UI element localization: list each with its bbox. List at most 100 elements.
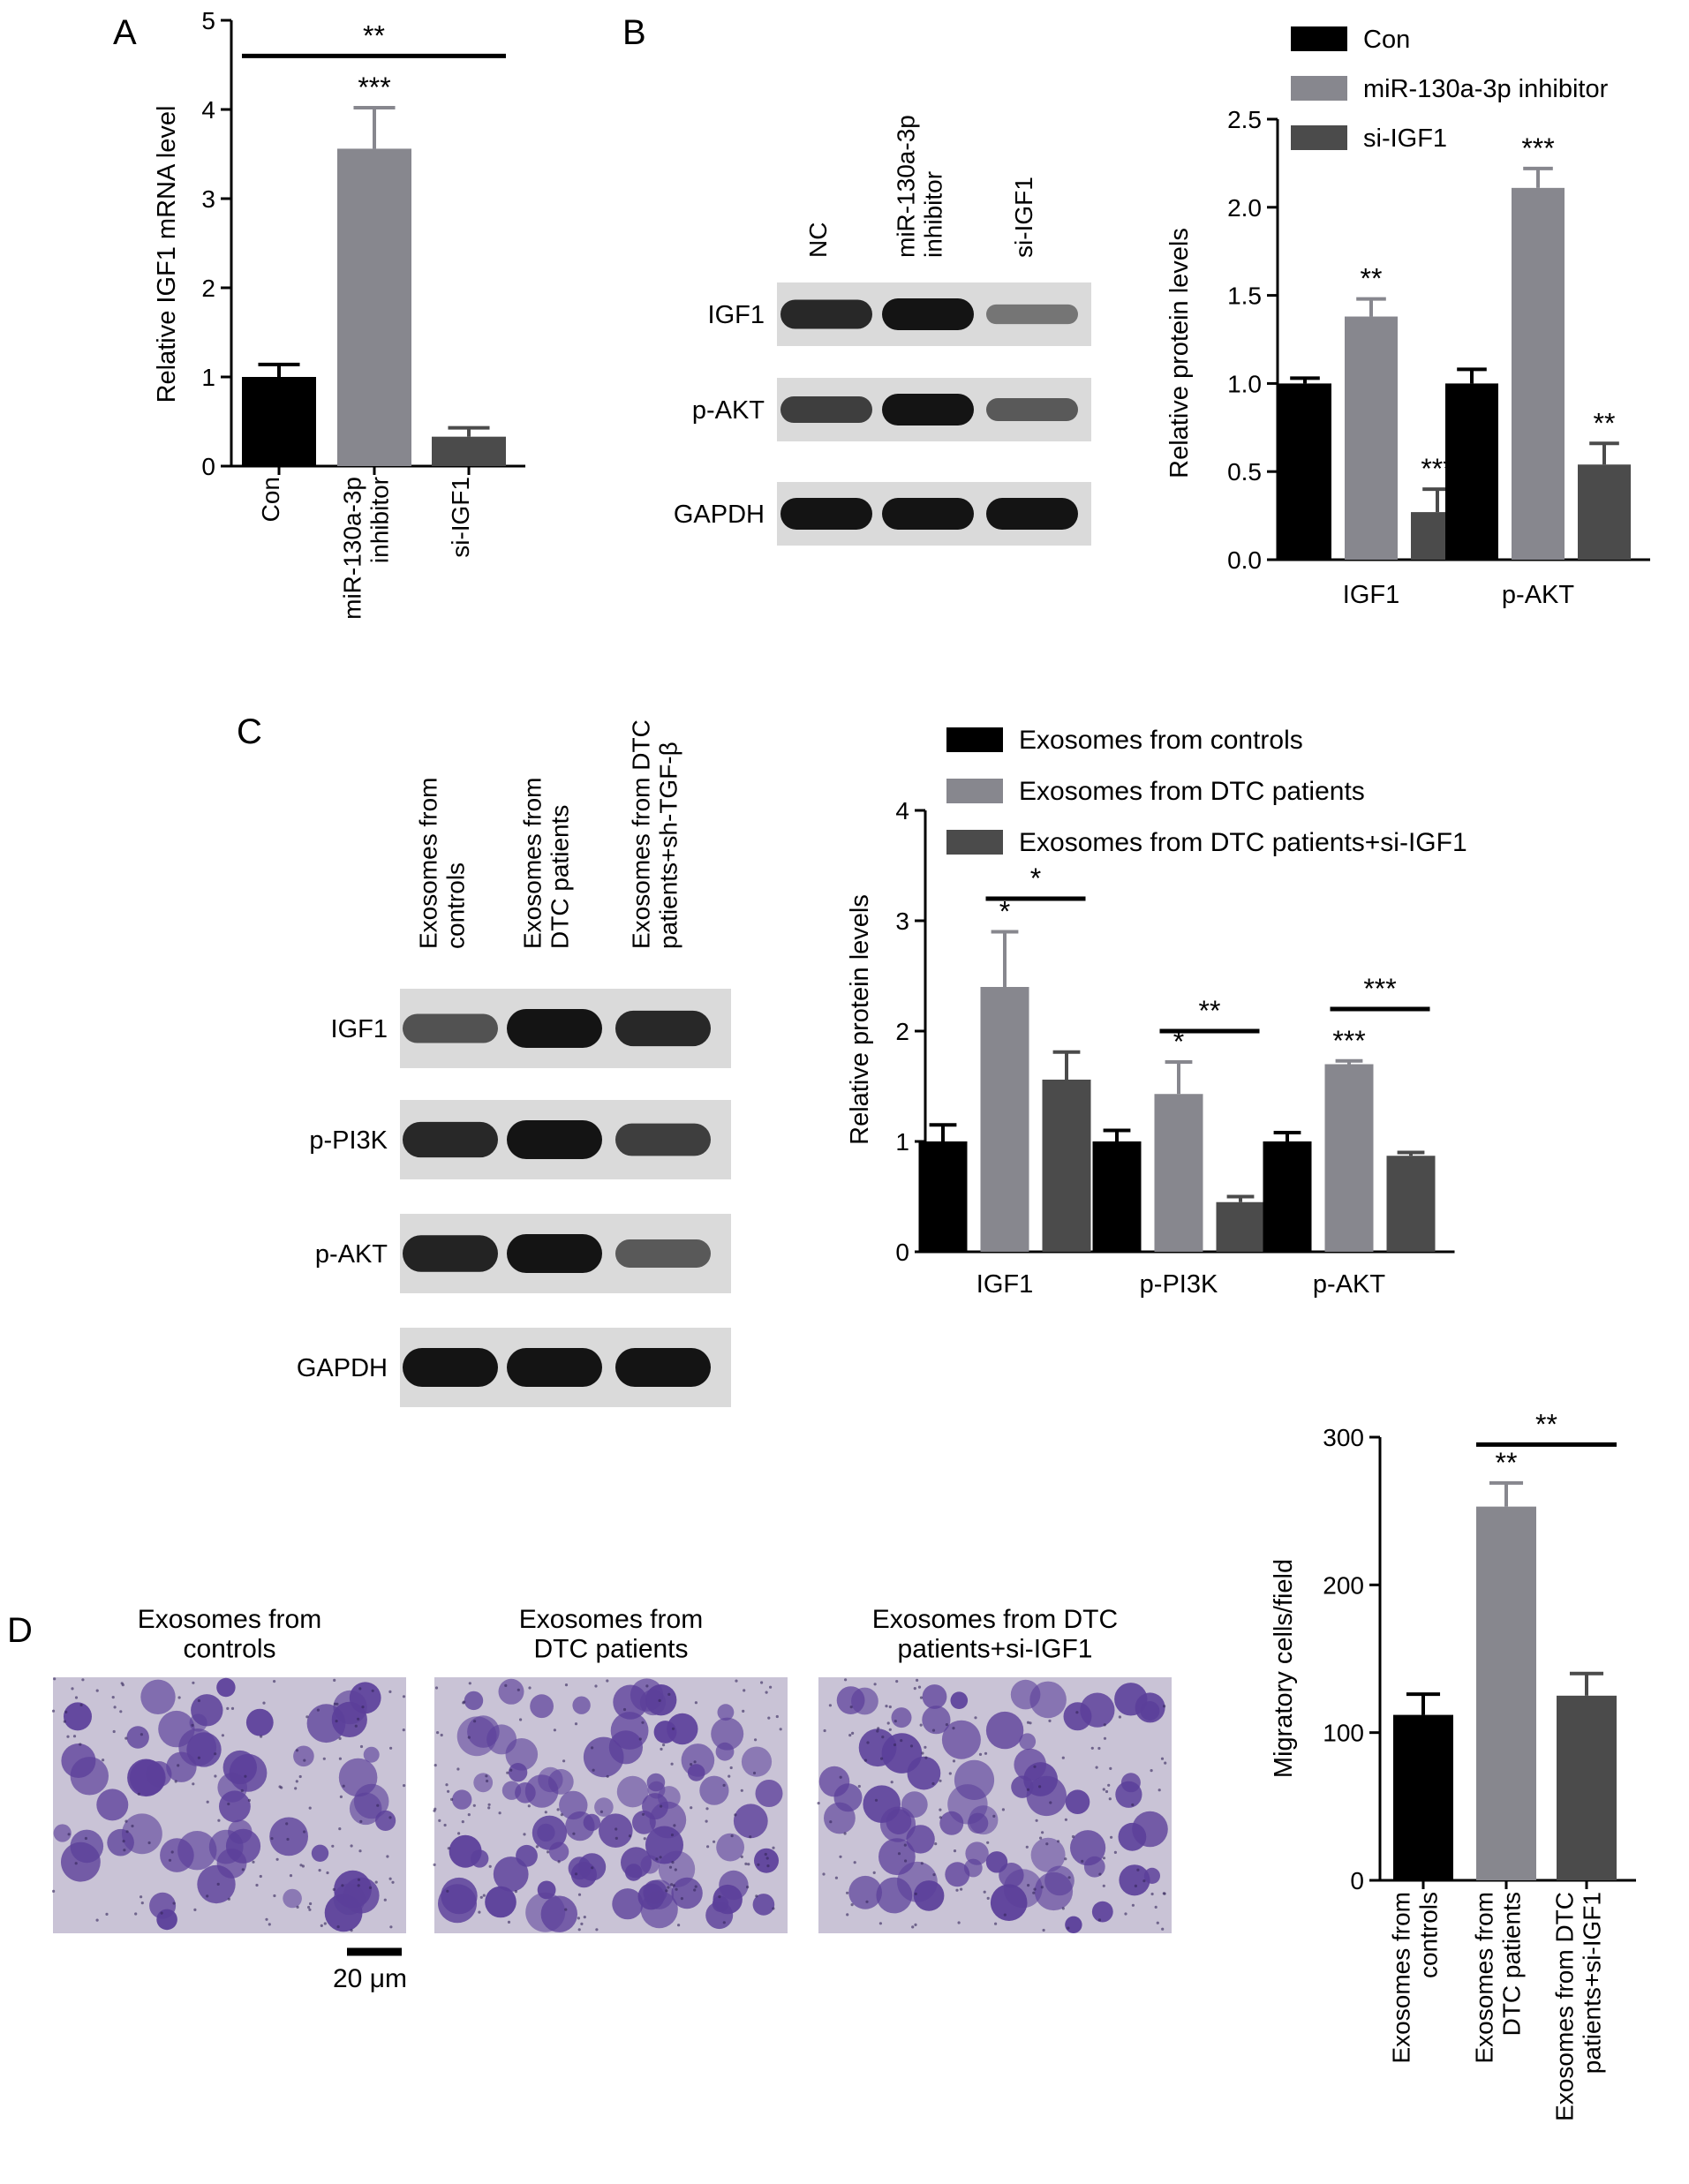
micrograph-3: Exosomes from DTC patients+si-IGF1 xyxy=(817,1605,1172,1933)
membrane-pore xyxy=(690,1806,693,1810)
stained-cell xyxy=(907,1756,941,1790)
bar-0-1 xyxy=(980,987,1029,1252)
y-axis-label: Relative protein levels xyxy=(1165,228,1194,478)
membrane-pore xyxy=(740,1789,743,1792)
membrane-pore xyxy=(713,1840,716,1843)
y-tick-label: 3 xyxy=(201,185,215,213)
membrane-pore xyxy=(690,1763,693,1766)
membrane-pore xyxy=(1041,1831,1044,1834)
membrane-pore xyxy=(881,1736,885,1739)
membrane-pore xyxy=(84,1836,87,1841)
membrane-pore xyxy=(308,1806,312,1810)
blot-lane-label: Exosomes fromcontrols xyxy=(414,778,469,950)
y-tick-label: 2.0 xyxy=(1227,194,1262,222)
membrane-pore xyxy=(888,1728,892,1731)
membrane-pore xyxy=(746,1886,750,1889)
membrane-pore xyxy=(467,1736,471,1739)
membrane-pore xyxy=(983,1890,986,1894)
membrane-pore xyxy=(336,1925,340,1929)
legend-entry: miR-130a-3p inhibitor xyxy=(1363,75,1609,103)
stained-cell xyxy=(229,1753,268,1792)
membrane-pore xyxy=(1103,1723,1106,1727)
blot-band xyxy=(986,397,1078,422)
membrane-pore xyxy=(660,1747,663,1751)
membrane-pore xyxy=(939,1779,942,1782)
membrane-pore xyxy=(140,1902,144,1905)
membrane-pore xyxy=(667,1886,670,1889)
membrane-pore xyxy=(572,1832,576,1835)
membrane-pore xyxy=(921,1751,924,1755)
bar-0 xyxy=(1393,1714,1453,1880)
blot-band xyxy=(615,1348,711,1387)
membrane-pore xyxy=(769,1685,773,1689)
micrograph-1: Exosomes from controls xyxy=(51,1605,406,1933)
stained-cell xyxy=(645,1684,677,1716)
stained-cell xyxy=(1115,1781,1142,1808)
membrane-pore xyxy=(674,1868,677,1871)
membrane-pore xyxy=(1110,1835,1113,1839)
membrane-pore xyxy=(643,1837,646,1841)
stained-cell xyxy=(1083,1856,1105,1878)
legend-swatch xyxy=(1291,76,1347,101)
membrane-pore xyxy=(270,1837,274,1841)
stained-cell xyxy=(754,1848,779,1873)
membrane-pore xyxy=(895,1680,899,1683)
stained-cell xyxy=(1065,1789,1090,1814)
membrane-pore xyxy=(718,1895,721,1899)
membrane-pore xyxy=(1032,1891,1036,1894)
y-tick-label: 2.5 xyxy=(1227,106,1262,133)
micrograph-2: Exosomes from DTC patients xyxy=(433,1605,788,1933)
membrane-pore xyxy=(577,1928,581,1932)
membrane-pore xyxy=(660,1804,663,1808)
membrane-pore xyxy=(734,1813,737,1817)
membrane-pore xyxy=(71,1687,74,1691)
membrane-pore xyxy=(766,1864,770,1868)
bar-1-significance: *** xyxy=(358,72,390,103)
stained-cell xyxy=(645,1826,683,1864)
membrane-pore xyxy=(765,1691,768,1694)
blot-band xyxy=(780,498,872,530)
membrane-pore xyxy=(528,1686,532,1690)
x-category-label: IGF1 xyxy=(976,1270,1033,1299)
membrane-pore xyxy=(485,1774,488,1778)
membrane-pore xyxy=(331,1844,335,1848)
micrograph-title: Exosomes from DTC patients+si-IGF1 xyxy=(872,1605,1118,1664)
bar-1-1-significance: * xyxy=(1173,1026,1184,1058)
membrane-pore xyxy=(1045,1842,1049,1846)
bar-0-0 xyxy=(918,1141,968,1252)
stained-cell xyxy=(625,1864,643,1881)
stained-cell xyxy=(1143,1867,1160,1884)
membrane-pore xyxy=(206,1800,209,1804)
stained-cell xyxy=(985,1711,1024,1750)
membrane-pore xyxy=(1162,1892,1165,1895)
membrane-pore xyxy=(160,1911,163,1915)
membrane-pore xyxy=(335,1720,338,1723)
membrane-pore xyxy=(992,1814,996,1818)
membrane-pore xyxy=(606,1679,609,1683)
membrane-pore xyxy=(615,1836,618,1840)
stained-cell xyxy=(713,1884,743,1915)
membrane-pore xyxy=(74,1862,78,1865)
membrane-pore xyxy=(177,1696,181,1699)
membrane-pore xyxy=(303,1830,306,1834)
membrane-pore xyxy=(903,1843,907,1847)
membrane-pore xyxy=(468,1682,471,1685)
stained-cell xyxy=(572,1696,591,1714)
membrane-pore xyxy=(622,1707,627,1712)
y-axis-label: Migratory cells/field xyxy=(1270,1559,1298,1778)
y-tick-label: 0.0 xyxy=(1227,546,1262,574)
membrane-pore xyxy=(357,1717,360,1721)
membrane-pore xyxy=(917,1685,922,1689)
bar-1-2 xyxy=(1578,464,1631,560)
stained-cell xyxy=(293,1745,314,1767)
membrane-pore xyxy=(594,1684,598,1688)
membrane-pore xyxy=(939,1808,942,1811)
y-tick-label: 0 xyxy=(1350,1867,1364,1894)
membrane-pore xyxy=(1075,1711,1079,1714)
membrane-pore xyxy=(1026,1721,1030,1724)
stained-cell xyxy=(548,1841,569,1862)
stained-cell xyxy=(467,1715,500,1748)
bar-1 xyxy=(337,148,411,466)
y-axis-label: Relative protein levels xyxy=(846,894,874,1145)
blot-band xyxy=(615,1010,711,1047)
